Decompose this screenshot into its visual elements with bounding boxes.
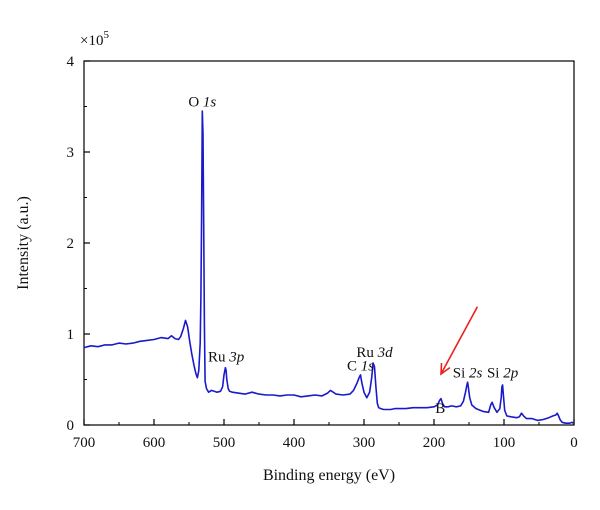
- y-tick-label: 0: [67, 418, 75, 434]
- y-axis-multiplier: ×105: [80, 29, 109, 49]
- x-tick-label: 600: [143, 435, 166, 451]
- y-tick-label: 1: [67, 327, 75, 343]
- peak-label: B: [435, 401, 445, 417]
- y-multiplier-base: ×10: [80, 33, 103, 49]
- peak-label: Ru 3p: [208, 349, 245, 365]
- peak-label: Si 2p: [487, 366, 519, 382]
- x-tick-label: 300: [353, 435, 376, 451]
- x-axis-label: Binding energy (eV): [263, 467, 395, 484]
- y-axis-ticks: 0 1 2 3 4: [67, 54, 90, 434]
- peak-label: Si 2s: [453, 366, 483, 382]
- x-tick-label: 200: [423, 435, 446, 451]
- x-tick-label: 0: [570, 435, 578, 451]
- y-tick-label: 4: [67, 54, 75, 70]
- peak-label: Ru 3d: [356, 345, 393, 361]
- x-tick-label: 500: [213, 435, 236, 451]
- x-tick-label: 100: [493, 435, 516, 451]
- y-tick-label: 3: [67, 145, 75, 161]
- x-tick-label: 400: [283, 435, 306, 451]
- y-axis-label: Intensity (a.u.): [15, 196, 32, 290]
- x-axis-ticks: 700 600 500 400 300 200 100 0: [73, 419, 578, 451]
- annotation-arrow-head: [440, 363, 451, 376]
- y-multiplier-exponent: 5: [103, 29, 109, 41]
- x-tick-label: 700: [73, 435, 96, 451]
- y-tick-label: 2: [67, 236, 75, 252]
- peak-label: C 1s: [347, 358, 374, 374]
- peak-label: O 1s: [188, 95, 216, 111]
- annotation-arrow: [440, 306, 479, 375]
- intensity-series-line: [83, 110, 574, 424]
